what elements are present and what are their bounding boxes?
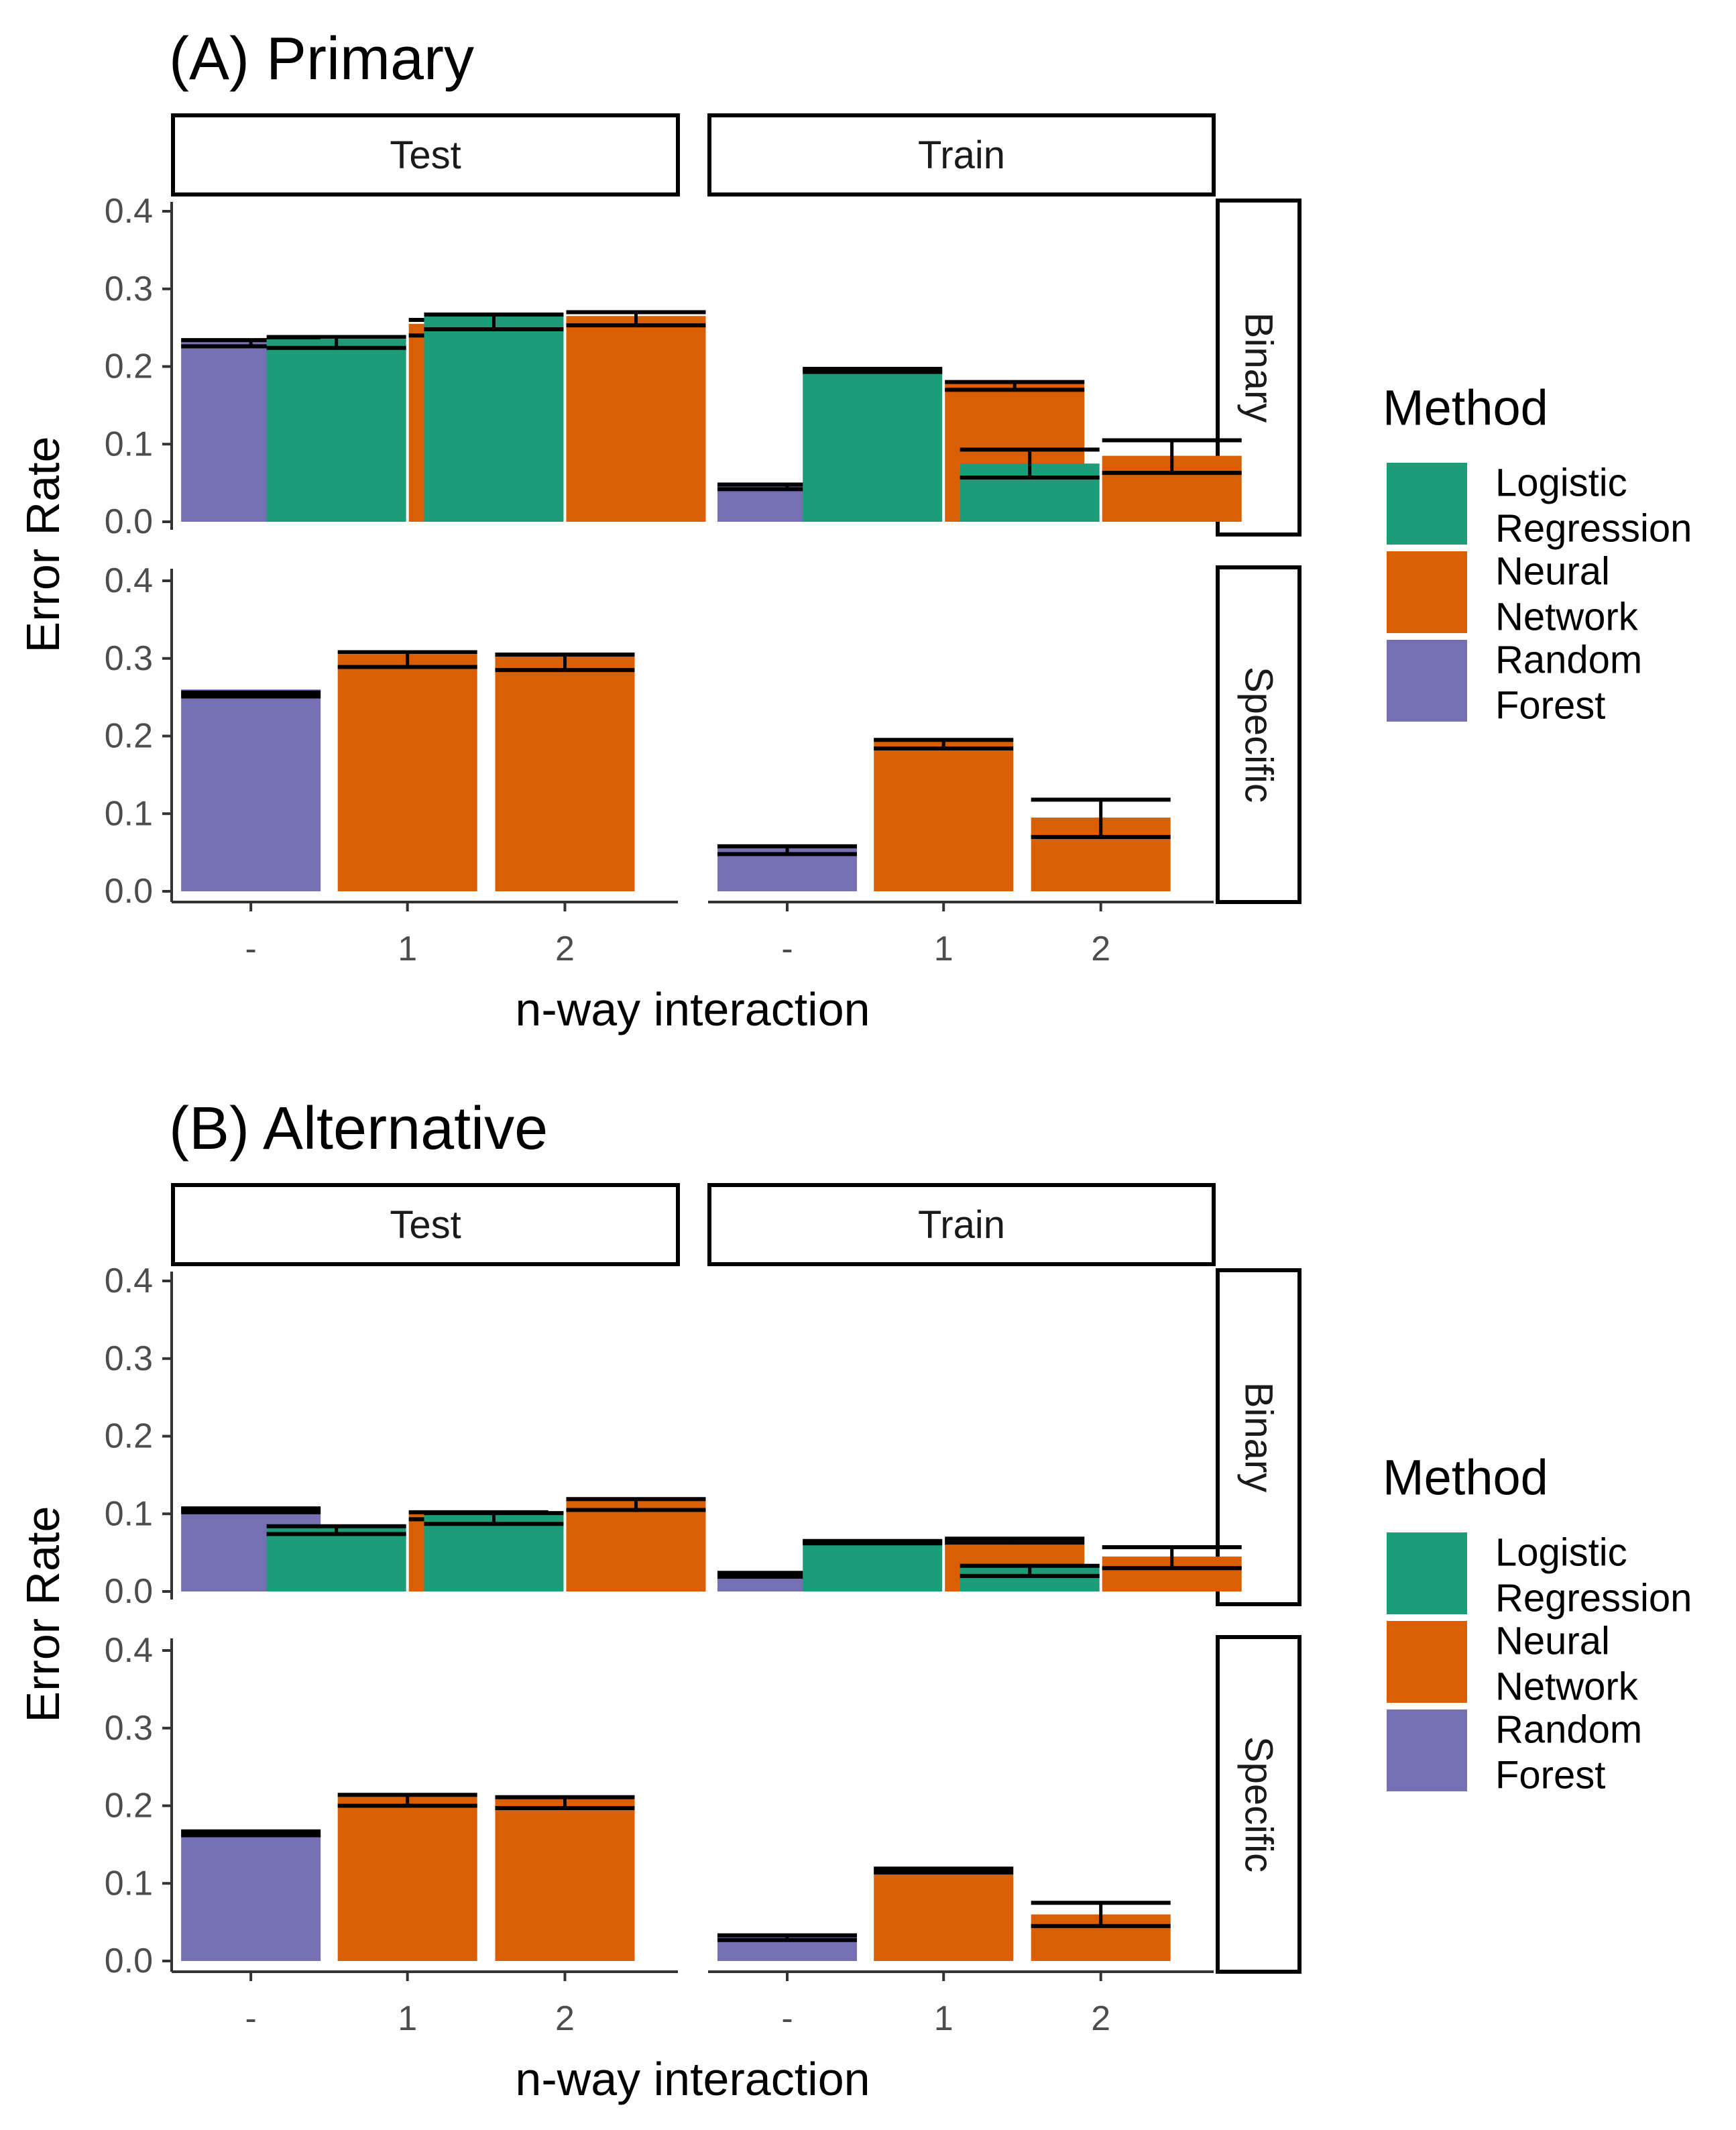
bar	[495, 654, 635, 891]
column-strip-label: Train	[918, 133, 1005, 177]
legend-key	[1387, 551, 1467, 633]
bar	[803, 1540, 943, 1591]
bar	[181, 689, 321, 891]
y-tick-label: 0.4	[105, 192, 153, 231]
figure-a: (A) Primary Test Train Binary 0.0 0.1 0.2 0.3 0.…	[17, 25, 1692, 1035]
legend-key	[1387, 1621, 1467, 1703]
column-strip-train	[707, 113, 1216, 197]
y-tick-label: 0.2	[105, 1787, 153, 1826]
y-tick-label: 0.0	[105, 502, 153, 541]
legend-label: Network	[1495, 596, 1639, 639]
column-strip-label: Test	[390, 1203, 461, 1247]
legend-label: Forest	[1495, 1754, 1605, 1797]
x-tick-label: 2	[1091, 1999, 1110, 2038]
y-tick-label: 0.0	[105, 872, 153, 911]
y-axis-title: Error Rate	[17, 1506, 69, 1723]
x-tick-label: 1	[398, 1999, 417, 2038]
chart-title: (A) Primary	[169, 25, 474, 93]
bar	[337, 1796, 477, 1961]
y-tick-label: 0.3	[105, 270, 153, 309]
y-tick-label: 0.1	[105, 1864, 153, 1903]
bar	[337, 654, 477, 891]
legend-key	[1387, 1532, 1467, 1614]
x-tick-label: 2	[1091, 930, 1110, 968]
column-strip-test	[171, 1183, 680, 1266]
y-tick-label: 0.2	[105, 347, 153, 386]
x-tick-label: 1	[398, 930, 417, 968]
y-tick-label: 0.3	[105, 1709, 153, 1748]
bar	[874, 1868, 1014, 1961]
bar	[266, 339, 406, 522]
legend-label: Regression	[1495, 507, 1692, 551]
x-tick-label: 1	[934, 1999, 953, 2038]
row-strip-label: Binary	[1237, 1382, 1281, 1492]
bar	[266, 1525, 406, 1591]
x-tick-label: 2	[555, 930, 575, 968]
legend-label: Logistic	[1495, 461, 1627, 505]
legend-key	[1387, 640, 1467, 722]
legend-title: Method	[1383, 1450, 1548, 1506]
x-tick-label: -	[781, 1999, 793, 2038]
legend-label: Forest	[1495, 684, 1605, 728]
bar	[424, 316, 564, 522]
y-tick-label: 0.4	[105, 1262, 153, 1300]
column-strip-train	[707, 1183, 1216, 1266]
legend-label: Network	[1495, 1665, 1639, 1709]
bar	[181, 1830, 321, 1961]
bar	[803, 368, 943, 522]
row-strip-binary	[1216, 199, 1301, 537]
bar	[566, 1500, 706, 1591]
legend-key	[1387, 463, 1467, 545]
x-axis-title: n-way interaction	[515, 983, 870, 1035]
x-tick-label: -	[245, 1999, 256, 2038]
bar	[566, 316, 706, 522]
legend-key	[1387, 1709, 1467, 1791]
x-axis-title: n-way interaction	[515, 2053, 870, 2105]
legend-label: Neural	[1495, 1620, 1610, 1663]
y-tick-label: 0.0	[105, 1572, 153, 1611]
x-tick-label: -	[781, 930, 793, 968]
legend-title: Method	[1383, 380, 1548, 436]
row-strip-label: Binary	[1237, 313, 1281, 423]
y-tick-label: 0.4	[105, 1631, 153, 1670]
column-strip-test	[171, 113, 680, 197]
column-strip-label: Test	[390, 133, 461, 177]
y-tick-label: 0.3	[105, 639, 153, 678]
legend-label: Neural	[1495, 550, 1610, 594]
figure-b: (B) Alternative Test Train Binary 0.0 0.1 0.2 0…	[17, 1095, 1692, 2105]
bar	[495, 1797, 635, 1961]
chart-title: (B) Alternative	[169, 1095, 548, 1162]
row-strip-label: Specific	[1237, 1736, 1281, 1872]
y-tick-label: 0.2	[105, 717, 153, 756]
y-tick-label: 0.1	[105, 425, 153, 463]
legend-label: Regression	[1495, 1577, 1692, 1620]
legend-label: Logistic	[1495, 1531, 1627, 1575]
row-strip-label: Specific	[1237, 667, 1281, 803]
y-tick-label: 0.1	[105, 794, 153, 833]
x-tick-label: -	[245, 930, 256, 968]
y-axis-title: Error Rate	[17, 437, 69, 653]
y-tick-label: 0.1	[105, 1494, 153, 1533]
y-tick-label: 0.3	[105, 1339, 153, 1378]
x-tick-label: 1	[934, 930, 953, 968]
y-tick-label: 0.2	[105, 1417, 153, 1456]
legend-label: Random	[1495, 638, 1642, 682]
row-strip-specific	[1216, 565, 1301, 904]
bar	[874, 738, 1014, 891]
x-tick-label: 2	[555, 1999, 575, 2038]
legend-label: Random	[1495, 1708, 1642, 1752]
y-tick-label: 0.0	[105, 1942, 153, 1980]
y-tick-label: 0.4	[105, 561, 153, 600]
row-strip-specific	[1216, 1635, 1301, 1974]
column-strip-label: Train	[918, 1203, 1005, 1247]
